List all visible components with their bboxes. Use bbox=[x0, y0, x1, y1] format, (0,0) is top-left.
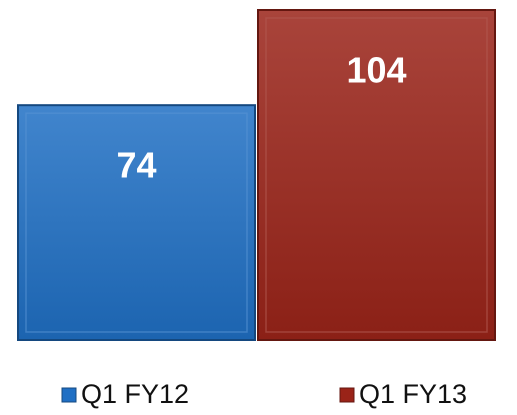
legend-label: Q1 FY13 bbox=[359, 379, 467, 409]
legend-swatch bbox=[339, 387, 355, 403]
legend-swatch bbox=[61, 387, 77, 403]
bar-bevel bbox=[265, 17, 488, 333]
legend-label: Q1 FY12 bbox=[81, 379, 189, 409]
bar bbox=[17, 104, 256, 341]
value-label: 104 bbox=[346, 50, 406, 91]
value-label: 74 bbox=[116, 145, 156, 186]
bar bbox=[257, 9, 496, 341]
bar-bevel bbox=[25, 112, 248, 333]
